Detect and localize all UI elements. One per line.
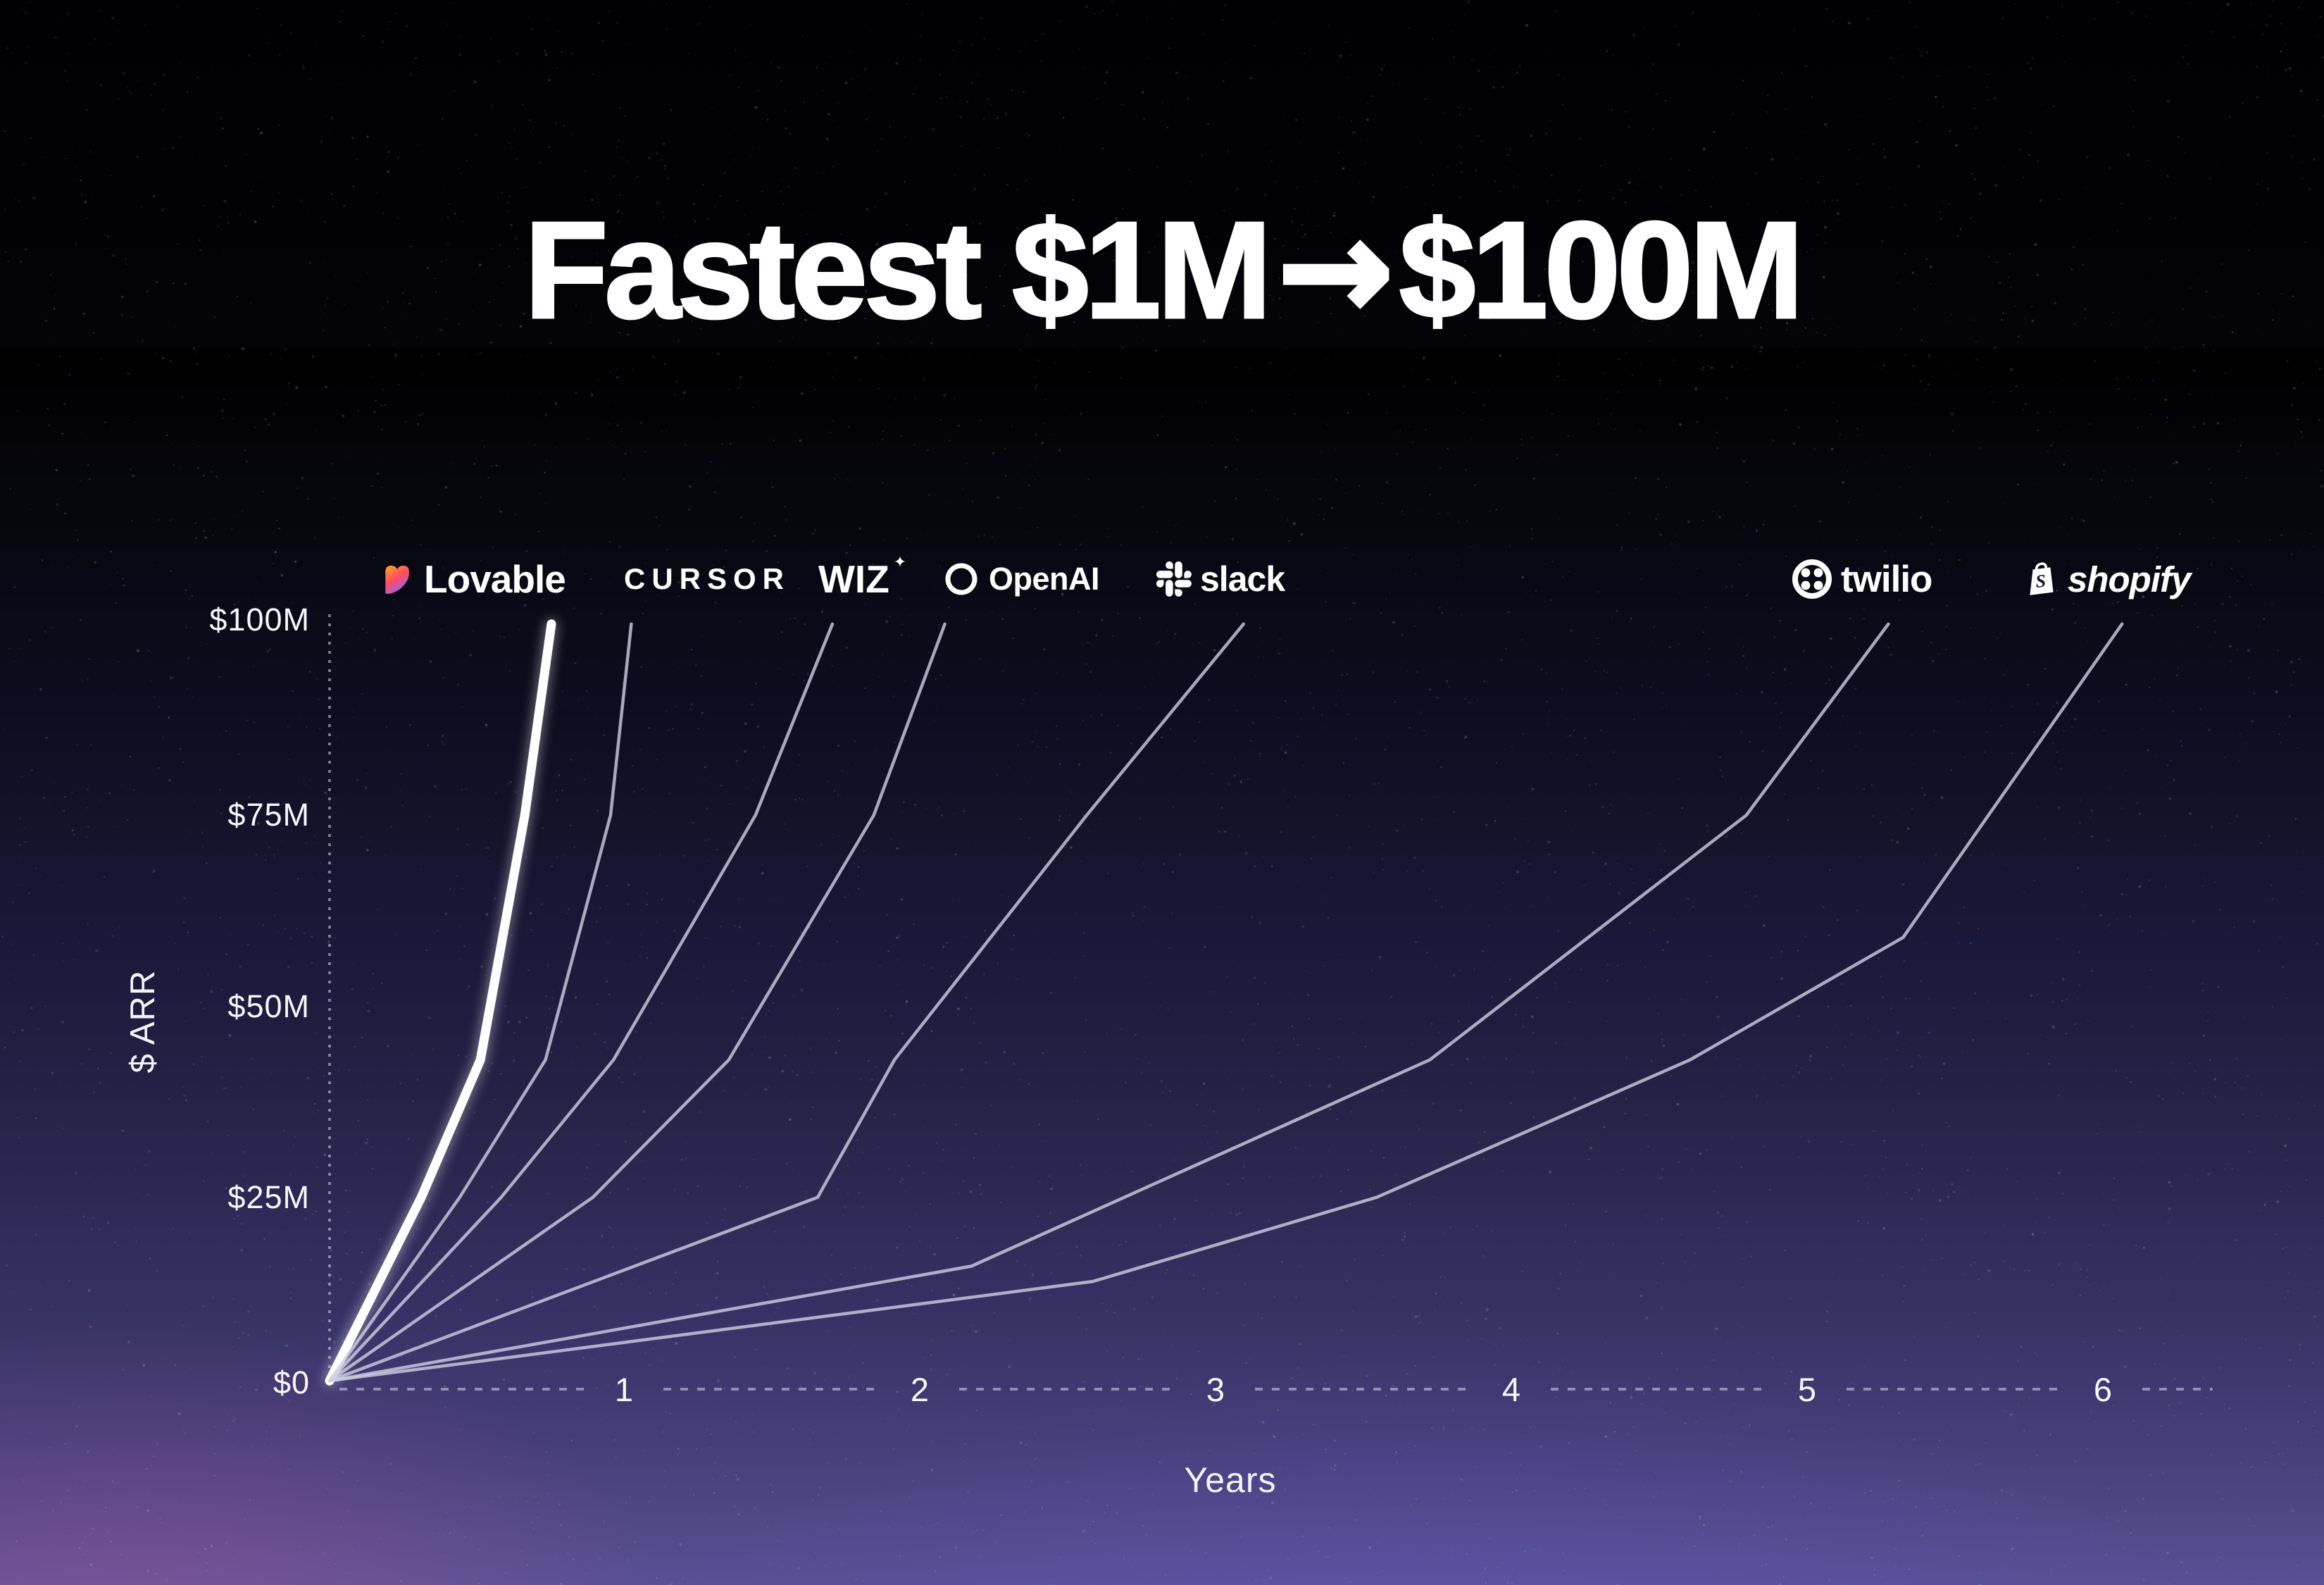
growth-curves — [330, 624, 2122, 1381]
curve-twilio — [330, 624, 1888, 1381]
cursor-wordmark: CURSOR — [624, 562, 790, 596]
x-tick-2: 2 — [890, 1369, 949, 1410]
logo-openai: OpenAI — [942, 557, 1099, 602]
curve-shopify — [330, 624, 2122, 1381]
curve-openai — [330, 624, 945, 1381]
x-tick-3: 3 — [1186, 1369, 1245, 1410]
x-tick-5: 5 — [1778, 1369, 1837, 1410]
wiz-wordmark: WIZ — [818, 557, 889, 602]
x-tick-1: 1 — [594, 1369, 654, 1410]
right-arrow-icon: → — [1268, 190, 1399, 351]
openai-wordmark: OpenAI — [989, 561, 1099, 597]
curve-lovable — [330, 624, 551, 1381]
y-tick-100m: $100M — [159, 600, 310, 640]
logo-twilio: twilio — [1792, 557, 1932, 602]
slack-hash-icon — [1156, 561, 1192, 597]
infographic-canvas: Fastest $1M→$100M $ ARR Years $100M $75M… — [0, 0, 2324, 1585]
openai-flower-icon — [942, 560, 980, 598]
title-post: $100M — [1399, 193, 1799, 347]
y-tick-25m: $25M — [159, 1178, 310, 1217]
twilio-wordmark: twilio — [1841, 558, 1932, 601]
curve-cursor — [330, 624, 631, 1381]
shopify-wordmark: shopify — [2068, 559, 2190, 600]
y-tick-50m: $50M — [159, 987, 310, 1026]
lovable-wordmark: Lovable — [424, 557, 566, 602]
page-title: Fastest $1M→$100M — [0, 194, 2324, 347]
x-axis-label: Years — [0, 1460, 2324, 1500]
title-pre: Fastest $1M — [524, 193, 1268, 347]
svg-text:S: S — [2035, 571, 2047, 592]
x-tick-4: 4 — [1482, 1369, 1541, 1410]
shopify-bag-icon: S — [2024, 559, 2059, 599]
y-tick-75m: $75M — [159, 795, 310, 835]
curve-wiz — [330, 624, 832, 1381]
x-tick-6: 6 — [2073, 1369, 2132, 1410]
slack-wordmark: slack — [1200, 559, 1285, 599]
twilio-circle-icon — [1792, 559, 1832, 599]
lovable-heart-icon — [377, 560, 416, 598]
y-tick-0: $0 — [159, 1363, 310, 1403]
logo-slack: slack — [1156, 557, 1285, 602]
logo-cursor: CURSOR — [624, 557, 790, 602]
logo-lovable: Lovable — [377, 557, 566, 602]
wiz-star-icon: ✦ — [894, 554, 906, 571]
logo-wiz: WIZ ✦ — [818, 557, 911, 602]
logo-shopify: S shopify — [2024, 557, 2190, 602]
